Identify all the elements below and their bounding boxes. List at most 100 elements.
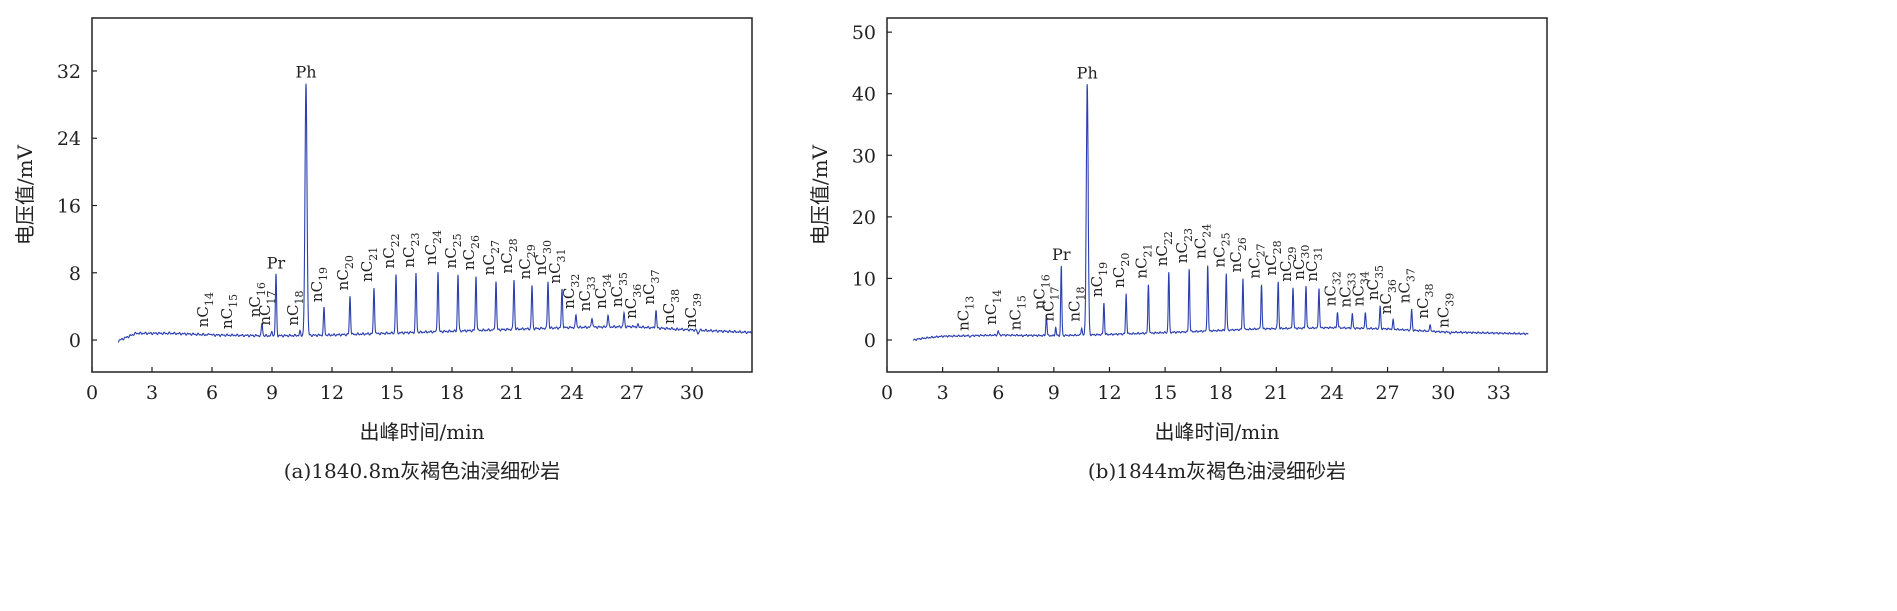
peak-label-subscript: 18 bbox=[1075, 287, 1088, 301]
peak-label-subscript: 38 bbox=[1423, 283, 1436, 297]
peak-label-nc15: nC15 bbox=[218, 294, 240, 329]
y-tick-label: 0 bbox=[864, 330, 876, 352]
peak-label-name: nC bbox=[422, 244, 440, 265]
x-axis-label: 出峰时间/min bbox=[360, 420, 485, 444]
peak-label-subscript: 14 bbox=[991, 290, 1004, 304]
peak-label-nc20: nC20 bbox=[1110, 253, 1132, 288]
y-tick-label: 16 bbox=[57, 196, 81, 218]
y-axis-label: 电压值/mV bbox=[13, 144, 37, 245]
chart-caption: (b)1844m灰褐色油浸细砂岩 bbox=[1088, 459, 1346, 483]
peak-label-name: nC bbox=[1414, 297, 1432, 318]
peak-label-subscript: 24 bbox=[1201, 224, 1214, 238]
peak-label-subscript: 17 bbox=[265, 290, 278, 304]
peak-label-subscript: 33 bbox=[1345, 272, 1358, 286]
peak-label-subscript: 32 bbox=[1331, 271, 1344, 285]
peak-label-subscript: 35 bbox=[617, 272, 630, 286]
peak-label-name: nC bbox=[1153, 245, 1171, 266]
peak-label-subscript: 15 bbox=[227, 294, 240, 308]
peak-label-name: nC bbox=[1303, 261, 1321, 282]
peak-label-subscript: 32 bbox=[569, 274, 582, 288]
peak-label-pr: Pr bbox=[1052, 245, 1071, 264]
peak-label-nc22: nC22 bbox=[380, 233, 402, 268]
x-tick-label: 15 bbox=[380, 382, 404, 404]
peak-label-name: nC bbox=[284, 304, 302, 325]
peak-label-name: nC bbox=[1227, 251, 1245, 272]
peak-label-subscript: 23 bbox=[409, 232, 422, 246]
y-tick-label: 10 bbox=[852, 268, 876, 290]
peak-label-name: nC bbox=[480, 254, 498, 275]
x-tick-label: 3 bbox=[146, 382, 158, 404]
peak-label-subscript: 21 bbox=[367, 247, 380, 261]
peak-label-subscript: 15 bbox=[1015, 295, 1028, 309]
y-tick-label: 20 bbox=[852, 207, 876, 229]
peak-label-name: nC bbox=[358, 261, 376, 282]
peak-label-subscript: 35 bbox=[1373, 265, 1386, 279]
peak-label-name: nC bbox=[660, 303, 678, 324]
x-tick-label: 30 bbox=[680, 382, 704, 404]
peak-label-name: nC bbox=[1040, 301, 1058, 322]
peak-label-name: nC bbox=[1192, 238, 1210, 259]
peak-label-nc38: nC38 bbox=[660, 289, 682, 324]
peak-label-name: nC bbox=[400, 246, 418, 267]
peak-label-nc21: nC21 bbox=[358, 247, 380, 282]
peak-label-name: nC bbox=[1110, 267, 1128, 288]
peak-label-nc20: nC20 bbox=[334, 255, 356, 290]
peak-label-name: nC bbox=[1435, 307, 1453, 328]
peak-label-subscript: 27 bbox=[489, 240, 502, 254]
peak-label-name: nC bbox=[954, 310, 972, 331]
peak-label-name: nC bbox=[982, 304, 1000, 325]
x-tick-label: 15 bbox=[1153, 382, 1177, 404]
peak-label-ph: Ph bbox=[1077, 63, 1098, 82]
y-axis-label: 电压值/mV bbox=[808, 144, 832, 245]
x-tick-label: 6 bbox=[206, 382, 218, 404]
y-tick-label: 50 bbox=[852, 22, 876, 44]
x-tick-label: 30 bbox=[1431, 382, 1455, 404]
peak-label-name: nC bbox=[622, 298, 640, 319]
peak-label-nc21: nC21 bbox=[1132, 243, 1154, 278]
peak-label-subscript: 16 bbox=[1039, 274, 1052, 288]
peak-label-nc39: nC39 bbox=[1435, 293, 1457, 328]
peak-label-name: nC bbox=[1245, 257, 1263, 278]
y-tick-label: 0 bbox=[69, 330, 81, 352]
peak-label-subscript: 28 bbox=[1271, 240, 1284, 254]
peak-label-nc22: nC22 bbox=[1153, 231, 1175, 266]
peak-label-subscript: 22 bbox=[389, 233, 402, 247]
peak-label-subscript: 20 bbox=[1119, 253, 1132, 267]
peak-label-name: nC bbox=[1210, 246, 1228, 267]
x-tick-label: 3 bbox=[937, 382, 949, 404]
peak-label-nc18: nC18 bbox=[284, 290, 306, 325]
peak-label-name: nC bbox=[498, 252, 516, 273]
peak-label-subscript: 38 bbox=[669, 289, 682, 303]
peak-label-subscript: 31 bbox=[555, 248, 568, 262]
peak-label-subscript: 20 bbox=[343, 255, 356, 269]
y-tick-label: 24 bbox=[57, 128, 81, 150]
peak-label-ph: Ph bbox=[295, 63, 316, 82]
x-axis-label: 出峰时间/min bbox=[1155, 420, 1280, 444]
peak-label-subscript: 24 bbox=[431, 230, 444, 244]
peak-label-name: nC bbox=[194, 306, 212, 327]
peak-label-subscript: 30 bbox=[541, 240, 554, 254]
peak-label-name: nC bbox=[1088, 276, 1106, 297]
x-tick-label: 12 bbox=[320, 382, 344, 404]
peak-label-subscript: 18 bbox=[293, 290, 306, 304]
peak-label-subscript: 13 bbox=[963, 296, 976, 310]
y-tick-label: 40 bbox=[852, 84, 876, 106]
peak-label-subscript: 34 bbox=[601, 274, 614, 288]
x-tick-label: 27 bbox=[1375, 382, 1399, 404]
peak-label-nc19: nC19 bbox=[308, 267, 330, 302]
x-tick-label: 21 bbox=[500, 382, 524, 404]
x-tick-label: 18 bbox=[440, 382, 464, 404]
peak-label-subscript: 19 bbox=[1097, 262, 1110, 276]
peak-label-subscript: 37 bbox=[1405, 268, 1418, 282]
peak-label-subscript: 28 bbox=[507, 238, 520, 252]
peak-label-name: nC bbox=[380, 247, 398, 268]
peak-label-subscript: 39 bbox=[1444, 293, 1457, 307]
x-tick-label: 9 bbox=[266, 382, 278, 404]
peak-label-nc23: nC23 bbox=[400, 232, 422, 267]
peak-label-nc19: nC19 bbox=[1088, 262, 1110, 297]
peak-label-name: nC bbox=[640, 283, 658, 304]
peak-label-name: nC bbox=[682, 307, 700, 328]
